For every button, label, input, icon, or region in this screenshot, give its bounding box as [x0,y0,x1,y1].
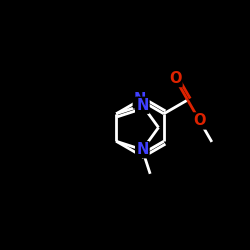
Text: N: N [136,98,148,113]
Text: N: N [136,142,148,157]
Text: O: O [194,114,206,128]
Text: O: O [169,71,181,86]
Text: N: N [134,92,146,108]
